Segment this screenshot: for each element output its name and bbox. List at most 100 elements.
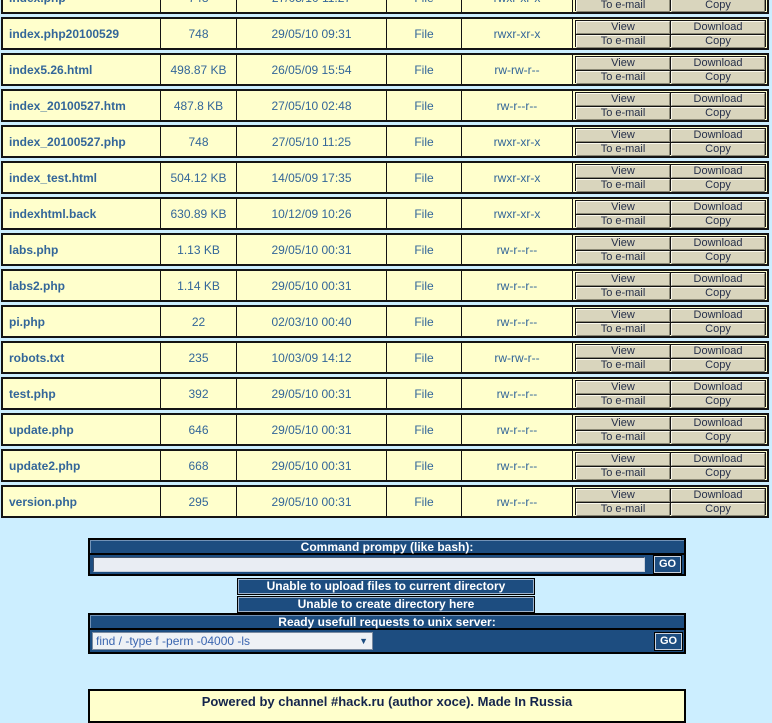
download-button[interactable]: Download [671,273,765,286]
file-action-buttons: View Download To e-mail Copy [575,0,766,12]
file-name[interactable]: index.php [3,0,160,12]
file-action-buttons: View Download To e-mail Copy [575,56,766,84]
file-list: index.php 748 27/05/10 11:27 File rwxr-x… [1,0,769,518]
file-name[interactable]: index_20100527.php [9,134,126,149]
file-name[interactable]: version.php [9,494,78,509]
copy-button[interactable]: Copy [671,431,765,444]
file-name[interactable]: index5.26.html [9,62,93,77]
view-button[interactable]: View [576,21,670,34]
copy-button[interactable]: Copy [671,179,765,192]
file-name[interactable]: update.php [9,422,74,437]
copy-button[interactable]: Copy [671,251,765,264]
download-button[interactable]: Download [671,93,765,106]
download-button[interactable]: Download [671,57,765,70]
to-email-button[interactable]: To e-mail [576,35,670,48]
download-button[interactable]: Download [671,21,765,34]
copy-button[interactable]: Copy [671,467,765,480]
file-action-buttons: View Download To e-mail Copy [575,272,766,300]
file-type: File [386,163,461,192]
file-name[interactable]: pi.php [9,314,45,329]
to-email-button[interactable]: To e-mail [576,215,670,228]
file-actions: View Download To e-mail Copy [572,199,767,228]
download-button[interactable]: Download [671,309,765,322]
to-email-button[interactable]: To e-mail [576,395,670,408]
file-name[interactable]: index_20100527.htm [9,98,126,113]
file-permissions: rwxr-xr-x [461,19,572,48]
download-button[interactable]: Download [671,453,765,466]
file-size: 22 [160,307,236,336]
to-email-button[interactable]: To e-mail [576,251,670,264]
to-email-button[interactable]: To e-mail [576,287,670,300]
download-button[interactable]: Download [671,129,765,142]
view-button[interactable]: View [576,273,670,286]
download-button[interactable]: Download [671,417,765,430]
to-email-button[interactable]: To e-mail [576,143,670,156]
copy-button[interactable]: Copy [671,215,765,228]
view-button[interactable]: View [576,345,670,358]
copy-button[interactable]: Copy [671,71,765,84]
view-button[interactable]: View [576,237,670,250]
to-email-button[interactable]: To e-mail [576,467,670,480]
copy-button[interactable]: Copy [671,0,765,12]
copy-button[interactable]: Copy [671,503,765,516]
download-button[interactable]: Download [671,237,765,250]
file-row: test.php 392 29/05/10 00:31 File rw-r--r… [1,377,769,410]
to-email-button[interactable]: To e-mail [576,0,670,12]
view-button[interactable]: View [576,309,670,322]
file-date: 29/05/10 00:31 [236,271,386,300]
download-button[interactable]: Download [671,489,765,502]
file-date: 29/05/10 09:31 [236,19,386,48]
to-email-button[interactable]: To e-mail [576,323,670,336]
download-button[interactable]: Download [671,381,765,394]
file-action-buttons: View Download To e-mail Copy [575,380,766,408]
to-email-button[interactable]: To e-mail [576,431,670,444]
file-type: File [386,127,461,156]
file-actions: View Download To e-mail Copy [572,163,767,192]
to-email-button[interactable]: To e-mail [576,503,670,516]
view-button[interactable]: View [576,417,670,430]
copy-button[interactable]: Copy [671,359,765,372]
file-name[interactable]: robots.txt [9,350,65,365]
file-row: update.php 646 29/05/10 00:31 File rw-r-… [1,413,769,446]
view-button[interactable]: View [576,129,670,142]
file-name[interactable]: indexhtml.back [9,206,97,221]
view-button[interactable]: View [576,201,670,214]
file-name[interactable]: index.php20100529 [9,26,120,41]
file-name[interactable]: test.php [9,386,56,401]
copy-button[interactable]: Copy [671,35,765,48]
view-button[interactable]: View [576,381,670,394]
file-name[interactable]: labs2.php [9,278,66,293]
file-size: 668 [160,451,236,480]
copy-button[interactable]: Copy [671,395,765,408]
to-email-button[interactable]: To e-mail [576,71,670,84]
file-name[interactable]: labs.php [9,242,59,257]
view-button[interactable]: View [576,453,670,466]
to-email-button[interactable]: To e-mail [576,107,670,120]
to-email-button[interactable]: To e-mail [576,179,670,192]
download-button[interactable]: Download [671,165,765,178]
copy-button[interactable]: Copy [671,143,765,156]
requests-go-button[interactable]: GO [655,632,682,650]
file-row: index.php 748 27/05/10 11:27 File rwxr-x… [1,0,769,14]
download-button[interactable]: Download [671,345,765,358]
file-row: labs2.php 1.14 KB 29/05/10 00:31 File rw… [1,269,769,302]
file-name[interactable]: index_test.html [9,170,98,185]
file-size: 498.87 KB [160,55,236,84]
copy-button[interactable]: Copy [671,287,765,300]
command-input[interactable] [93,557,645,572]
file-action-buttons: View Download To e-mail Copy [575,236,766,264]
to-email-button[interactable]: To e-mail [576,359,670,372]
view-button[interactable]: View [576,93,670,106]
file-name[interactable]: update2.php [9,458,81,473]
download-button[interactable]: Download [671,201,765,214]
view-button[interactable]: View [576,57,670,70]
file-action-buttons: View Download To e-mail Copy [575,416,766,444]
copy-button[interactable]: Copy [671,323,765,336]
file-actions: View Download To e-mail Copy [572,307,767,336]
requests-select[interactable]: find / -type f -perm -04000 -ls ▼ [92,632,373,650]
command-go-button[interactable]: GO [654,556,681,573]
view-button[interactable]: View [576,165,670,178]
file-type: File [386,451,461,480]
view-button[interactable]: View [576,489,670,502]
copy-button[interactable]: Copy [671,107,765,120]
